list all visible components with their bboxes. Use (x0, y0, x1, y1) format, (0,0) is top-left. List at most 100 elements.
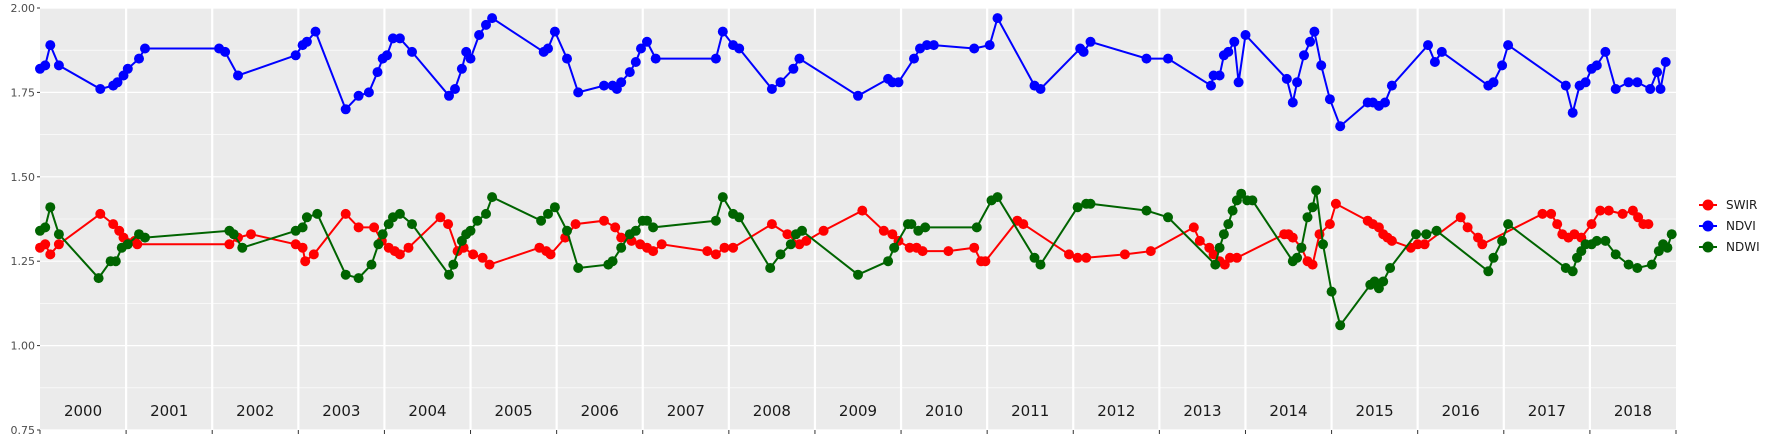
data-point (1218, 229, 1229, 240)
data-point (487, 192, 498, 203)
data-point (549, 26, 560, 37)
data-point (53, 229, 64, 240)
year-label: 2002 (236, 402, 274, 420)
data-point (1292, 252, 1303, 263)
data-point (616, 77, 627, 88)
data-point (1623, 77, 1634, 88)
data-point (477, 252, 488, 263)
data-point (1287, 232, 1298, 243)
data-point (1419, 239, 1430, 250)
data-point (992, 13, 1003, 24)
data-point (616, 242, 627, 253)
data-point (366, 259, 377, 270)
data-point (1386, 235, 1397, 246)
data-point (543, 208, 553, 219)
data-point (394, 208, 405, 219)
data-point (1632, 77, 1643, 88)
data-point (93, 273, 104, 284)
data-point (444, 269, 454, 280)
data-point (928, 40, 939, 51)
legend-label: SWIR (1726, 198, 1757, 212)
data-point (775, 249, 786, 260)
year-label: 2017 (1528, 402, 1566, 420)
data-point (450, 84, 460, 94)
data-point (407, 219, 417, 230)
data-point (1643, 219, 1654, 230)
data-point (1223, 46, 1234, 57)
data-point (616, 232, 627, 243)
data-point (40, 222, 51, 233)
data-point (1537, 208, 1548, 219)
data-point (883, 256, 894, 267)
data-point (1141, 53, 1152, 64)
data-point (904, 242, 915, 253)
data-point (1412, 239, 1423, 250)
data-point (610, 222, 621, 233)
data-point (1552, 219, 1563, 230)
data-point (1610, 249, 1621, 260)
data-point (1455, 212, 1466, 223)
data-point (233, 70, 243, 81)
data-point (734, 212, 745, 223)
data-point (1231, 252, 1242, 263)
year-label: 2001 (150, 402, 188, 420)
legend-key-point (1702, 241, 1714, 253)
year-label: 2005 (494, 402, 532, 420)
data-point (1477, 239, 1488, 250)
year-label: 2006 (581, 402, 619, 420)
data-point (785, 239, 796, 250)
data-point (1591, 235, 1602, 246)
data-point (545, 249, 556, 260)
data-point (53, 239, 64, 250)
series-layer (35, 13, 1677, 331)
data-point (728, 242, 739, 253)
data-point (969, 43, 980, 54)
data-point (775, 77, 786, 88)
data-point (1309, 26, 1320, 37)
data-point (474, 30, 485, 40)
data-point (112, 77, 123, 88)
data-point (887, 229, 898, 240)
data-point (624, 67, 635, 78)
data-point (1163, 212, 1173, 223)
data-point (909, 53, 919, 64)
data-point (301, 212, 312, 223)
data-point (1560, 80, 1571, 91)
data-point (1085, 36, 1096, 47)
data-point (228, 229, 239, 240)
data-point (1326, 286, 1337, 297)
year-label: 2003 (322, 402, 360, 420)
data-point (766, 219, 777, 230)
data-point (95, 208, 106, 219)
data-point (549, 202, 560, 213)
data-point (1330, 198, 1341, 209)
data-point (1646, 259, 1657, 270)
data-point (766, 84, 777, 94)
data-point (465, 225, 476, 236)
data-point (1214, 242, 1225, 253)
data-point (980, 256, 991, 267)
year-label: 2018 (1614, 402, 1652, 420)
year-label: 2000 (64, 402, 102, 420)
data-point (1497, 60, 1508, 71)
year-label: 2007 (667, 402, 705, 420)
data-point (717, 192, 728, 203)
data-point (140, 43, 150, 54)
data-point (237, 242, 248, 253)
year-label: 2009 (839, 402, 877, 420)
data-point (1281, 73, 1292, 84)
data-point (1660, 57, 1671, 67)
data-point (1483, 266, 1494, 277)
year-label: 2010 (925, 402, 963, 420)
legend-item-swir: SWIR (1699, 198, 1757, 212)
data-point (353, 222, 364, 233)
data-point (110, 256, 121, 267)
data-point (917, 246, 928, 257)
data-point (607, 256, 618, 267)
data-point (943, 246, 954, 257)
legend-label: NDVI (1726, 219, 1756, 233)
legend-key-point (1702, 220, 1714, 232)
data-point (893, 77, 904, 88)
data-point (1423, 40, 1433, 51)
